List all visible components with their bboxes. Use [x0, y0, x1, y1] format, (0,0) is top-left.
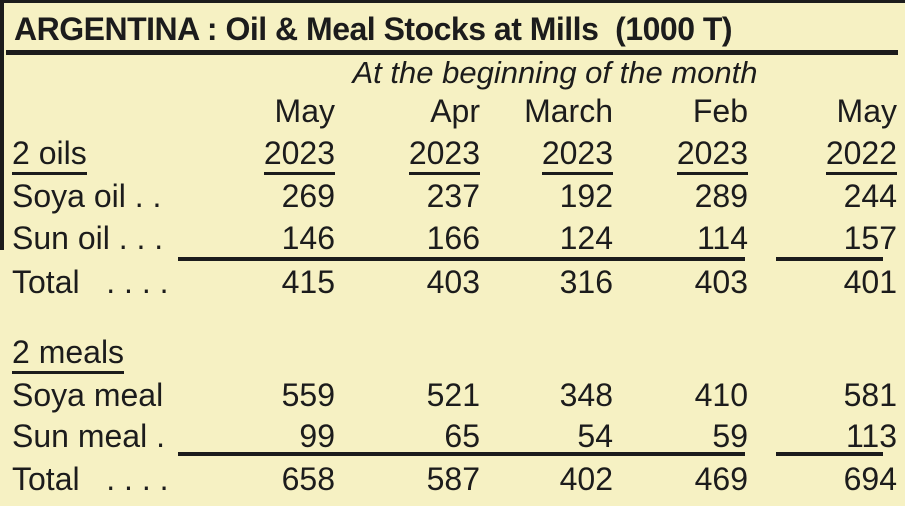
- table-row-total-meals: Total . . . . 658 587 402 469 694: [0, 456, 897, 502]
- year-header: 2023: [613, 131, 748, 175]
- year-header-label: 2023: [263, 136, 335, 175]
- row-label: Sun meal .: [12, 418, 165, 454]
- stocks-table: May Apr March Feb May 2 oils 2023 2023 2…: [0, 91, 897, 502]
- value-cell: 65: [444, 418, 480, 454]
- totals-rule-oils-main: [178, 257, 745, 261]
- year-header-row: 2 oils 2023 2023 2023 2023 2022: [0, 131, 897, 175]
- month-header: May: [836, 93, 897, 129]
- value-cell: 316: [559, 264, 613, 300]
- spacer-cell: [0, 305, 897, 330]
- value-cell: 289: [694, 178, 748, 214]
- empty-cell: [190, 330, 897, 374]
- row-label: Soya meal: [12, 377, 164, 413]
- row-label: Total . . . .: [12, 264, 169, 300]
- subtitle: At the beginning of the month: [352, 55, 758, 90]
- value-cell: 59: [712, 418, 748, 454]
- year-header: 2022: [748, 131, 897, 175]
- table-row-total-oils: Total . . . . 415 403 316 403 401: [0, 259, 897, 305]
- value-cell: 146: [281, 220, 335, 256]
- value-cell: 469: [694, 461, 748, 497]
- year-header: 2023: [190, 131, 335, 175]
- section-cell-oils: 2 oils: [0, 131, 190, 175]
- month-header: May: [274, 93, 335, 129]
- value-cell: 99: [299, 418, 335, 454]
- section-spacer: [0, 305, 897, 330]
- value-cell: 192: [559, 178, 613, 214]
- year-header: 2023: [480, 131, 613, 175]
- totals-rule-meals-main: [178, 452, 745, 456]
- row-label: Soya oil . .: [12, 178, 162, 214]
- section-cell-meals: 2 meals: [0, 330, 190, 374]
- totals-rule-oils-lastcol: [776, 257, 883, 261]
- totals-rule-meals-lastcol: [776, 452, 883, 456]
- value-cell: 237: [426, 178, 480, 214]
- value-cell: 410: [694, 377, 748, 413]
- table-row-soya-meal: Soya meal 559 521 348 410 581: [0, 374, 897, 416]
- value-cell: 124: [559, 220, 613, 256]
- value-cell: 54: [577, 418, 613, 454]
- value-cell: 403: [426, 264, 480, 300]
- table-row-sun-meal: Sun meal . 99 65 54 59 113: [0, 416, 897, 456]
- value-cell: 244: [843, 178, 897, 214]
- row-label: Total . . . .: [12, 461, 169, 497]
- frame-top-border: [0, 0, 905, 3]
- month-header: March: [524, 93, 613, 129]
- year-header: 2023: [335, 131, 480, 175]
- year-header-label: 2022: [825, 136, 897, 175]
- value-cell: 587: [426, 461, 480, 497]
- value-cell: 348: [559, 377, 613, 413]
- section-row-meals: 2 meals: [0, 330, 897, 374]
- section-label-oils: 2 oils: [12, 136, 87, 175]
- value-cell: 402: [559, 461, 613, 497]
- table-row-soya-oil: Soya oil . . 269 237 192 289 244: [0, 175, 897, 217]
- value-cell: 166: [426, 220, 480, 256]
- value-cell: 269: [281, 178, 335, 214]
- table-row-sun-oil: Sun oil . . . 146 166 124 114 157: [0, 217, 897, 259]
- value-cell: 114: [696, 220, 748, 256]
- value-cell: 157: [843, 220, 897, 256]
- year-header-label: 2023: [408, 136, 480, 175]
- value-cell: 113: [845, 418, 897, 454]
- month-header: Apr: [430, 93, 480, 129]
- value-cell: 694: [843, 461, 897, 497]
- empty-corner-cell: [0, 91, 190, 131]
- value-cell: 415: [281, 264, 335, 300]
- value-cell: 521: [426, 377, 480, 413]
- value-cell: 658: [281, 461, 335, 497]
- value-cell: 403: [694, 264, 748, 300]
- row-label: Sun oil . . .: [12, 220, 164, 256]
- value-cell: 559: [281, 377, 335, 413]
- value-cell: 401: [843, 264, 897, 300]
- year-header-label: 2023: [541, 136, 613, 175]
- page-title: ARGENTINA : Oil & Meal Stocks at Mills (…: [6, 3, 898, 55]
- month-header: Feb: [692, 93, 748, 129]
- value-cell: 581: [843, 377, 897, 413]
- frame-left-border: [0, 0, 4, 250]
- month-header-row: May Apr March Feb May: [0, 91, 897, 131]
- section-label-meals: 2 meals: [12, 335, 125, 374]
- year-header-label: 2023: [676, 136, 748, 175]
